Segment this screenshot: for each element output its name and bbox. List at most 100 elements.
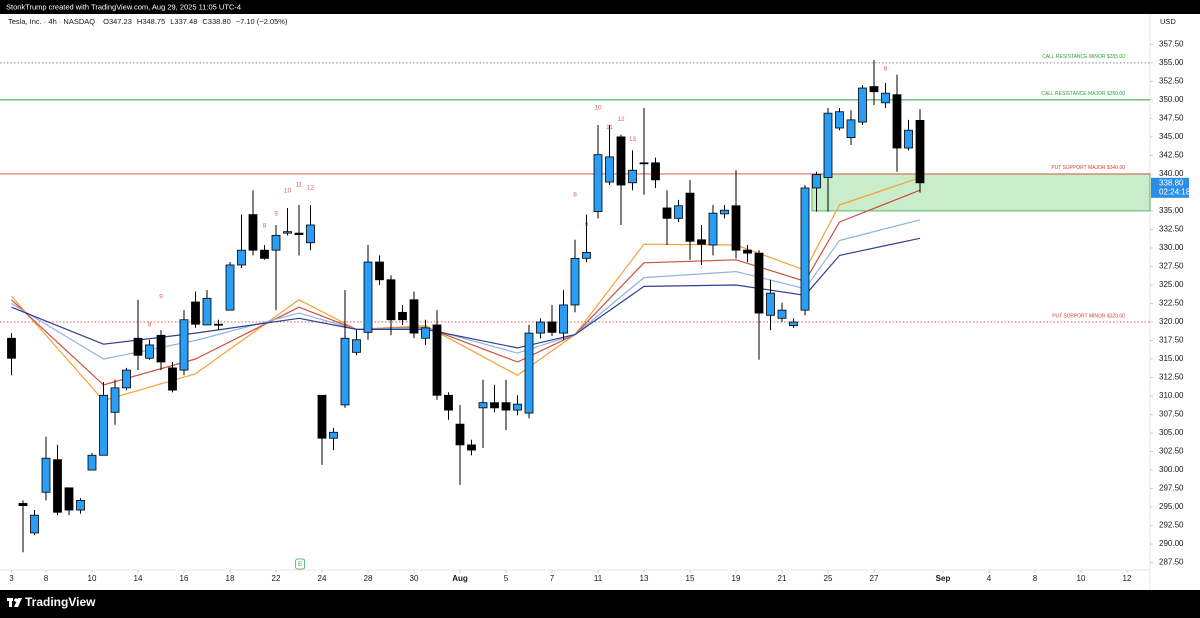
candle-body bbox=[835, 111, 844, 129]
candle-body bbox=[605, 156, 614, 183]
support-zone bbox=[811, 173, 1151, 212]
candle-body bbox=[329, 431, 338, 439]
candle-body bbox=[490, 402, 499, 409]
symbol: Tesla, Inc. · 4h · NASDAQ bbox=[8, 17, 95, 26]
candle-body bbox=[87, 454, 97, 471]
level-label: CALL RESISTANCE MAJOR $350.00 bbox=[1041, 91, 1125, 97]
y-tick-label: 345.00 bbox=[1159, 132, 1184, 141]
sequence-count: 8 bbox=[573, 191, 577, 198]
candle-body bbox=[743, 249, 752, 254]
logo bbox=[7, 598, 22, 607]
candle-body bbox=[444, 394, 453, 411]
candle-body bbox=[133, 337, 143, 356]
y-tick-label: 332.50 bbox=[1159, 225, 1184, 234]
candle-body bbox=[754, 252, 764, 314]
source-text: StonkTrump created with TradingView.com,… bbox=[6, 2, 241, 11]
x-tick-label: 4 bbox=[987, 574, 992, 583]
x-tick-label: Sep bbox=[936, 574, 951, 583]
x-tick-label: 30 bbox=[410, 574, 419, 583]
x-tick-label: 8 bbox=[1033, 574, 1038, 583]
quote-value: O347.23 bbox=[103, 17, 132, 26]
y-tick-label: 287.50 bbox=[1159, 558, 1184, 567]
candle-body bbox=[156, 334, 166, 363]
quote-value: H348.75 bbox=[137, 17, 165, 26]
quote-value: L337.48 bbox=[170, 17, 197, 26]
y-tick-label: 315.00 bbox=[1159, 354, 1184, 363]
candle-body bbox=[789, 321, 798, 327]
candle-body bbox=[881, 92, 890, 104]
sequence-count: 9 bbox=[159, 294, 163, 301]
candle-body bbox=[777, 309, 787, 319]
candle-body bbox=[708, 212, 718, 246]
y-tick-label: 297.50 bbox=[1159, 484, 1184, 493]
candle-body bbox=[720, 209, 729, 215]
candle-body bbox=[110, 387, 120, 413]
candle-body bbox=[237, 249, 246, 266]
candle-body bbox=[559, 304, 568, 334]
candle-body bbox=[823, 112, 833, 179]
x-tick-label: 14 bbox=[134, 574, 143, 583]
candle-body bbox=[7, 337, 16, 359]
y-tick-label: 312.50 bbox=[1159, 373, 1184, 382]
candle-body bbox=[76, 500, 85, 511]
candle-body bbox=[582, 251, 591, 259]
y-tick-label: 350.00 bbox=[1159, 95, 1184, 104]
sequence-count: 11 bbox=[606, 124, 613, 131]
candle-body bbox=[225, 264, 235, 311]
x-tick-label: 19 bbox=[732, 574, 741, 583]
earnings-label: E bbox=[298, 561, 303, 568]
candle-body bbox=[179, 319, 189, 371]
x-tick-label: 10 bbox=[1077, 574, 1086, 583]
plot-area: CALL RESISTANCE MINOR $355.00 CALL RESIST… bbox=[0, 54, 1151, 553]
candle-body bbox=[248, 214, 258, 251]
y-tick-label: 320.00 bbox=[1159, 317, 1184, 326]
candle-body bbox=[593, 154, 603, 213]
candle-body bbox=[685, 192, 695, 242]
candle-body bbox=[283, 231, 292, 234]
x-tick-label: 18 bbox=[226, 574, 235, 583]
x-tick-label: 27 bbox=[870, 574, 879, 583]
candle-body bbox=[501, 402, 511, 411]
y-tick-label: 307.50 bbox=[1159, 410, 1184, 419]
sequence-count: 8 bbox=[263, 222, 267, 229]
sequence-count: 13 bbox=[629, 136, 637, 143]
candle-body bbox=[421, 327, 430, 339]
y-tick-label: 290.00 bbox=[1159, 539, 1184, 548]
y-tick-label: 305.00 bbox=[1159, 428, 1184, 437]
candle-body bbox=[41, 457, 51, 493]
candle-body bbox=[432, 324, 442, 396]
x-tick-label: 16 bbox=[180, 574, 189, 583]
x-tick-label: 21 bbox=[778, 574, 787, 583]
candle-body bbox=[271, 234, 281, 251]
candle-body bbox=[30, 514, 39, 534]
candle-body bbox=[340, 337, 350, 406]
quote-value: −7.10 (−2.05%) bbox=[236, 17, 288, 26]
candle-body bbox=[616, 136, 626, 186]
y-tick-label: 302.50 bbox=[1159, 447, 1184, 456]
y-tick-label: 335.00 bbox=[1159, 206, 1184, 215]
x-tick-label: 25 bbox=[824, 574, 833, 583]
y-tick-label: 295.00 bbox=[1159, 502, 1184, 511]
y-tick-label: 352.50 bbox=[1159, 76, 1184, 85]
candle-body bbox=[892, 94, 902, 149]
x-tick-label: 8 bbox=[44, 574, 49, 583]
candle-body bbox=[317, 394, 327, 439]
sequence-count: 8 bbox=[148, 322, 152, 329]
x-tick-label: 7 bbox=[550, 574, 555, 583]
top-bar bbox=[0, 0, 1200, 14]
sequence-count: 12 bbox=[307, 185, 315, 192]
candle-body bbox=[639, 162, 649, 165]
candle-body bbox=[306, 224, 315, 244]
candle-body bbox=[18, 502, 28, 506]
countdown: 02:24:18 bbox=[1159, 187, 1191, 196]
candle-body bbox=[455, 423, 465, 446]
y-tick-label: 342.50 bbox=[1159, 151, 1184, 160]
y-tick-label: 325.00 bbox=[1159, 280, 1184, 289]
footer-bar bbox=[0, 590, 1200, 618]
candle-body bbox=[386, 279, 396, 321]
candle-body bbox=[122, 369, 131, 389]
x-tick-label: 22 bbox=[272, 574, 281, 583]
earnings-marker bbox=[295, 558, 306, 570]
candle-body bbox=[524, 332, 534, 414]
